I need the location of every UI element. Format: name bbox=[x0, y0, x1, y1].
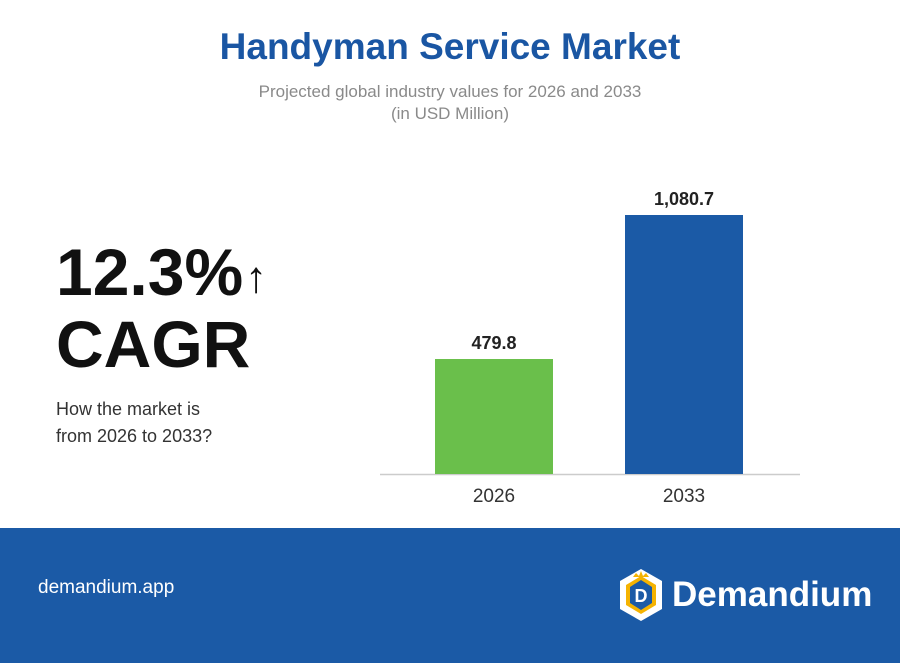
page-subtitle: Projected global industry values for 202… bbox=[0, 81, 900, 125]
cagr-value: 12.3%↑ bbox=[56, 236, 267, 308]
cagr-question-line-1: How the market is bbox=[56, 399, 201, 419]
x-tick-label-2033: 2033 bbox=[663, 486, 705, 507]
brand: D Demandium bbox=[618, 568, 872, 622]
svg-text:D: D bbox=[635, 586, 648, 606]
cagr-label: CAGR bbox=[56, 307, 251, 381]
page-title: Handyman Service Market bbox=[219, 26, 681, 67]
footer: demandium.app D Demandium bbox=[0, 528, 900, 663]
subtitle-line-2: (in USD Million) bbox=[390, 104, 510, 123]
cagr-question: How the market is from 2026 to 2033? bbox=[56, 396, 212, 450]
cagr-value-text: 12.3% bbox=[56, 235, 244, 309]
data-label-2033: 1,080.7 bbox=[654, 189, 714, 209]
up-arrow-icon: ↑ bbox=[245, 253, 268, 302]
bar-2026 bbox=[435, 359, 553, 474]
demandium-logo-icon: D bbox=[620, 569, 662, 621]
bar-2033 bbox=[625, 215, 743, 474]
bar-chart: 479.8 2026 1,080.7 2033 bbox=[380, 189, 800, 507]
data-label-2026: 479.8 bbox=[471, 333, 516, 353]
subtitle-line-1: Projected global industry values for 202… bbox=[258, 82, 642, 101]
footer-site-link[interactable]: demandium.app bbox=[38, 577, 175, 598]
x-tick-label-2026: 2026 bbox=[473, 486, 515, 507]
cagr-question-line-2: from 2026 to 2033? bbox=[56, 426, 213, 446]
brand-name: Demandium bbox=[672, 575, 873, 614]
